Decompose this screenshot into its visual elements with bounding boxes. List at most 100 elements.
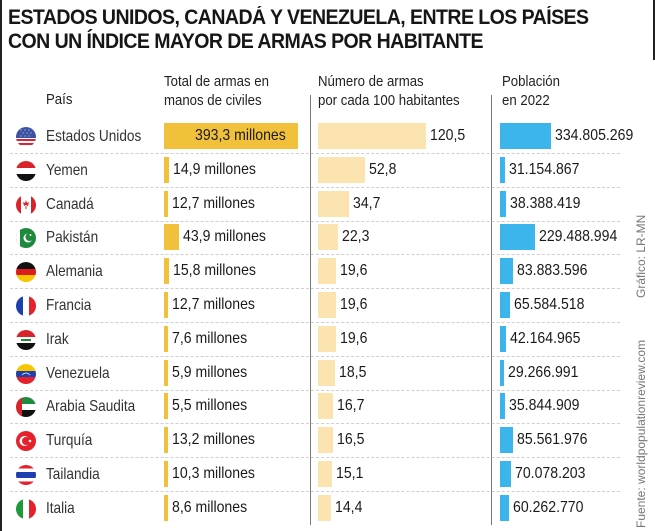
population-value: 29.266.991 [508,363,579,381]
population-value: 38.388.419 [509,194,581,212]
table-row: Pakistán 43,9 millones 22,3 229.488.994 [0,221,620,256]
table-row: Tailandia 10,3 millones 15,1 70.078.203 [0,458,620,492]
guns-per-100-bar [318,258,336,285]
total-guns-bar [164,156,170,183]
table-row: Arabia Saudita 5,5 millones 16,7 35.844.909 [0,390,620,425]
population-value: 31.154.867 [508,160,580,178]
venezuela-flag-icon [16,363,36,384]
population-value: 35.844.909 [509,397,580,415]
us-flag-icon [16,127,36,147]
table-row: Estados Unidos 393,3 millones 120,5 334.805… [0,120,633,154]
frame-border-right [653,0,655,60]
credit-text: Gráfico: LR-MN [634,214,648,298]
population-bar [500,393,506,420]
total-guns-bar [164,190,169,217]
country-name: Irak [46,330,69,348]
population-value: 83.883.596 [516,262,588,280]
turkey-flag-icon [16,431,36,452]
population-bar [500,190,506,217]
row-divider [10,491,620,492]
guns-per-100-value: 16,7 [336,397,365,415]
guns-per-100-value: 16,5 [336,431,365,449]
guns-per-100-bar [318,393,333,420]
guns-per-100-bar [318,224,338,251]
row-divider [10,220,620,222]
source-text: Fuente: worldpopulationreview.com [634,339,648,528]
iraq-flag-icon [16,329,36,350]
total-guns-value: 8,6 millones [172,498,248,516]
population-bar [500,325,507,352]
uae-style-flag-icon [16,397,36,418]
population-bar [500,258,513,285]
total-guns-value: 12,7 millones [172,194,256,212]
table-row: Francia 12,7 millones 19,6 65.584.518 [0,289,620,323]
guns-per-100-value: 18,5 [338,363,366,381]
row-divider [10,186,620,188]
total-guns-value: 5,5 millones [172,397,248,415]
chart-title-line2: CON UN ÍNDICE MAYOR DE ARMAS POR HABITAN… [8,30,484,53]
population-bar [500,156,505,183]
total-guns-bar [164,359,168,386]
population-value: 229.488.994 [538,228,618,246]
row-divider [10,457,620,459]
population-bar [500,461,511,487]
guns-per-100-bar [318,461,332,487]
header-guns-per-100: Número de armas por cada 100 habitantes [318,72,460,110]
table-row: Turquía 13,2 millones 16,5 85.561.976 [0,424,620,459]
header-total-line1: Total de armas en [164,73,269,90]
population-bar [500,359,505,386]
yemen-flag-icon [16,160,36,181]
total-guns-value: 7,6 millones [172,329,248,347]
guns-per-100-bar [318,190,350,217]
guns-per-100-value: 19,6 [339,262,367,280]
total-guns-bar [164,123,298,149]
row-divider [10,322,620,323]
guns-per-100-bar [318,325,336,352]
guns-per-100-value: 120,5 [430,127,466,144]
header-population: Población en 2022 [502,72,560,110]
population-value: 334.805.269 [555,127,634,144]
population-bar [500,123,551,149]
population-bar [500,494,510,521]
thailand-flag-icon [16,465,36,485]
guns-per-100-bar [318,359,335,386]
country-name: Turquía [46,432,93,450]
total-guns-bar [164,224,179,251]
country-name: Pakistán [46,229,99,247]
row-divider [10,423,620,425]
country-name: Venezuela [46,364,110,382]
country-name: Tailandia [46,466,100,483]
population-bar [500,292,510,318]
country-name: Estados Unidos [46,128,142,145]
row-divider [10,254,620,256]
row-divider [10,288,620,290]
guns-per-100-bar [318,156,366,183]
country-name: Yemen [46,161,88,179]
table-row: Alemania 15,8 millones 19,6 83.883.596 [0,255,620,290]
header-per100-line2: por cada 100 habitantes [318,92,460,109]
header-total-guns: Total de armas en manos de civiles [164,72,269,110]
total-guns-value: 13,2 millones [172,431,256,449]
germany-flag-icon [16,262,36,283]
guns-per-100-value: 19,6 [339,329,367,347]
guns-per-100-value: 14,4 [334,498,363,516]
column-divider-2 [491,95,492,525]
total-guns-value: 10,3 millones [172,465,255,482]
total-guns-value: 43,9 millones [182,228,266,246]
guns-per-100-bar [318,494,331,521]
total-guns-bar [164,325,168,352]
total-guns-bar [164,393,168,420]
total-guns-value: 15,8 millones [173,262,257,280]
total-guns-value: 5,9 millones [172,363,248,381]
total-guns-bar [164,292,169,318]
guns-per-100-value: 19,6 [339,296,367,313]
guns-per-100-bar [318,427,333,454]
chart-title: ESTADOS UNIDOS, CANADÁ Y VENEZUELA, ENTR… [8,6,603,54]
chart-title-line1: ESTADOS UNIDOS, CANADÁ Y VENEZUELA, ENTR… [8,6,589,29]
frame-border-left [0,0,2,531]
table-row: Yemen 14,9 millones 52,8 31.154.867 [0,154,620,188]
population-bar [500,427,514,454]
table-row: Irak 7,6 millones 19,6 42.164.965 [0,323,620,357]
table-row: Italia 8,6 millones 14,4 60.262.770 [0,492,620,526]
country-name: Francia [46,297,92,314]
